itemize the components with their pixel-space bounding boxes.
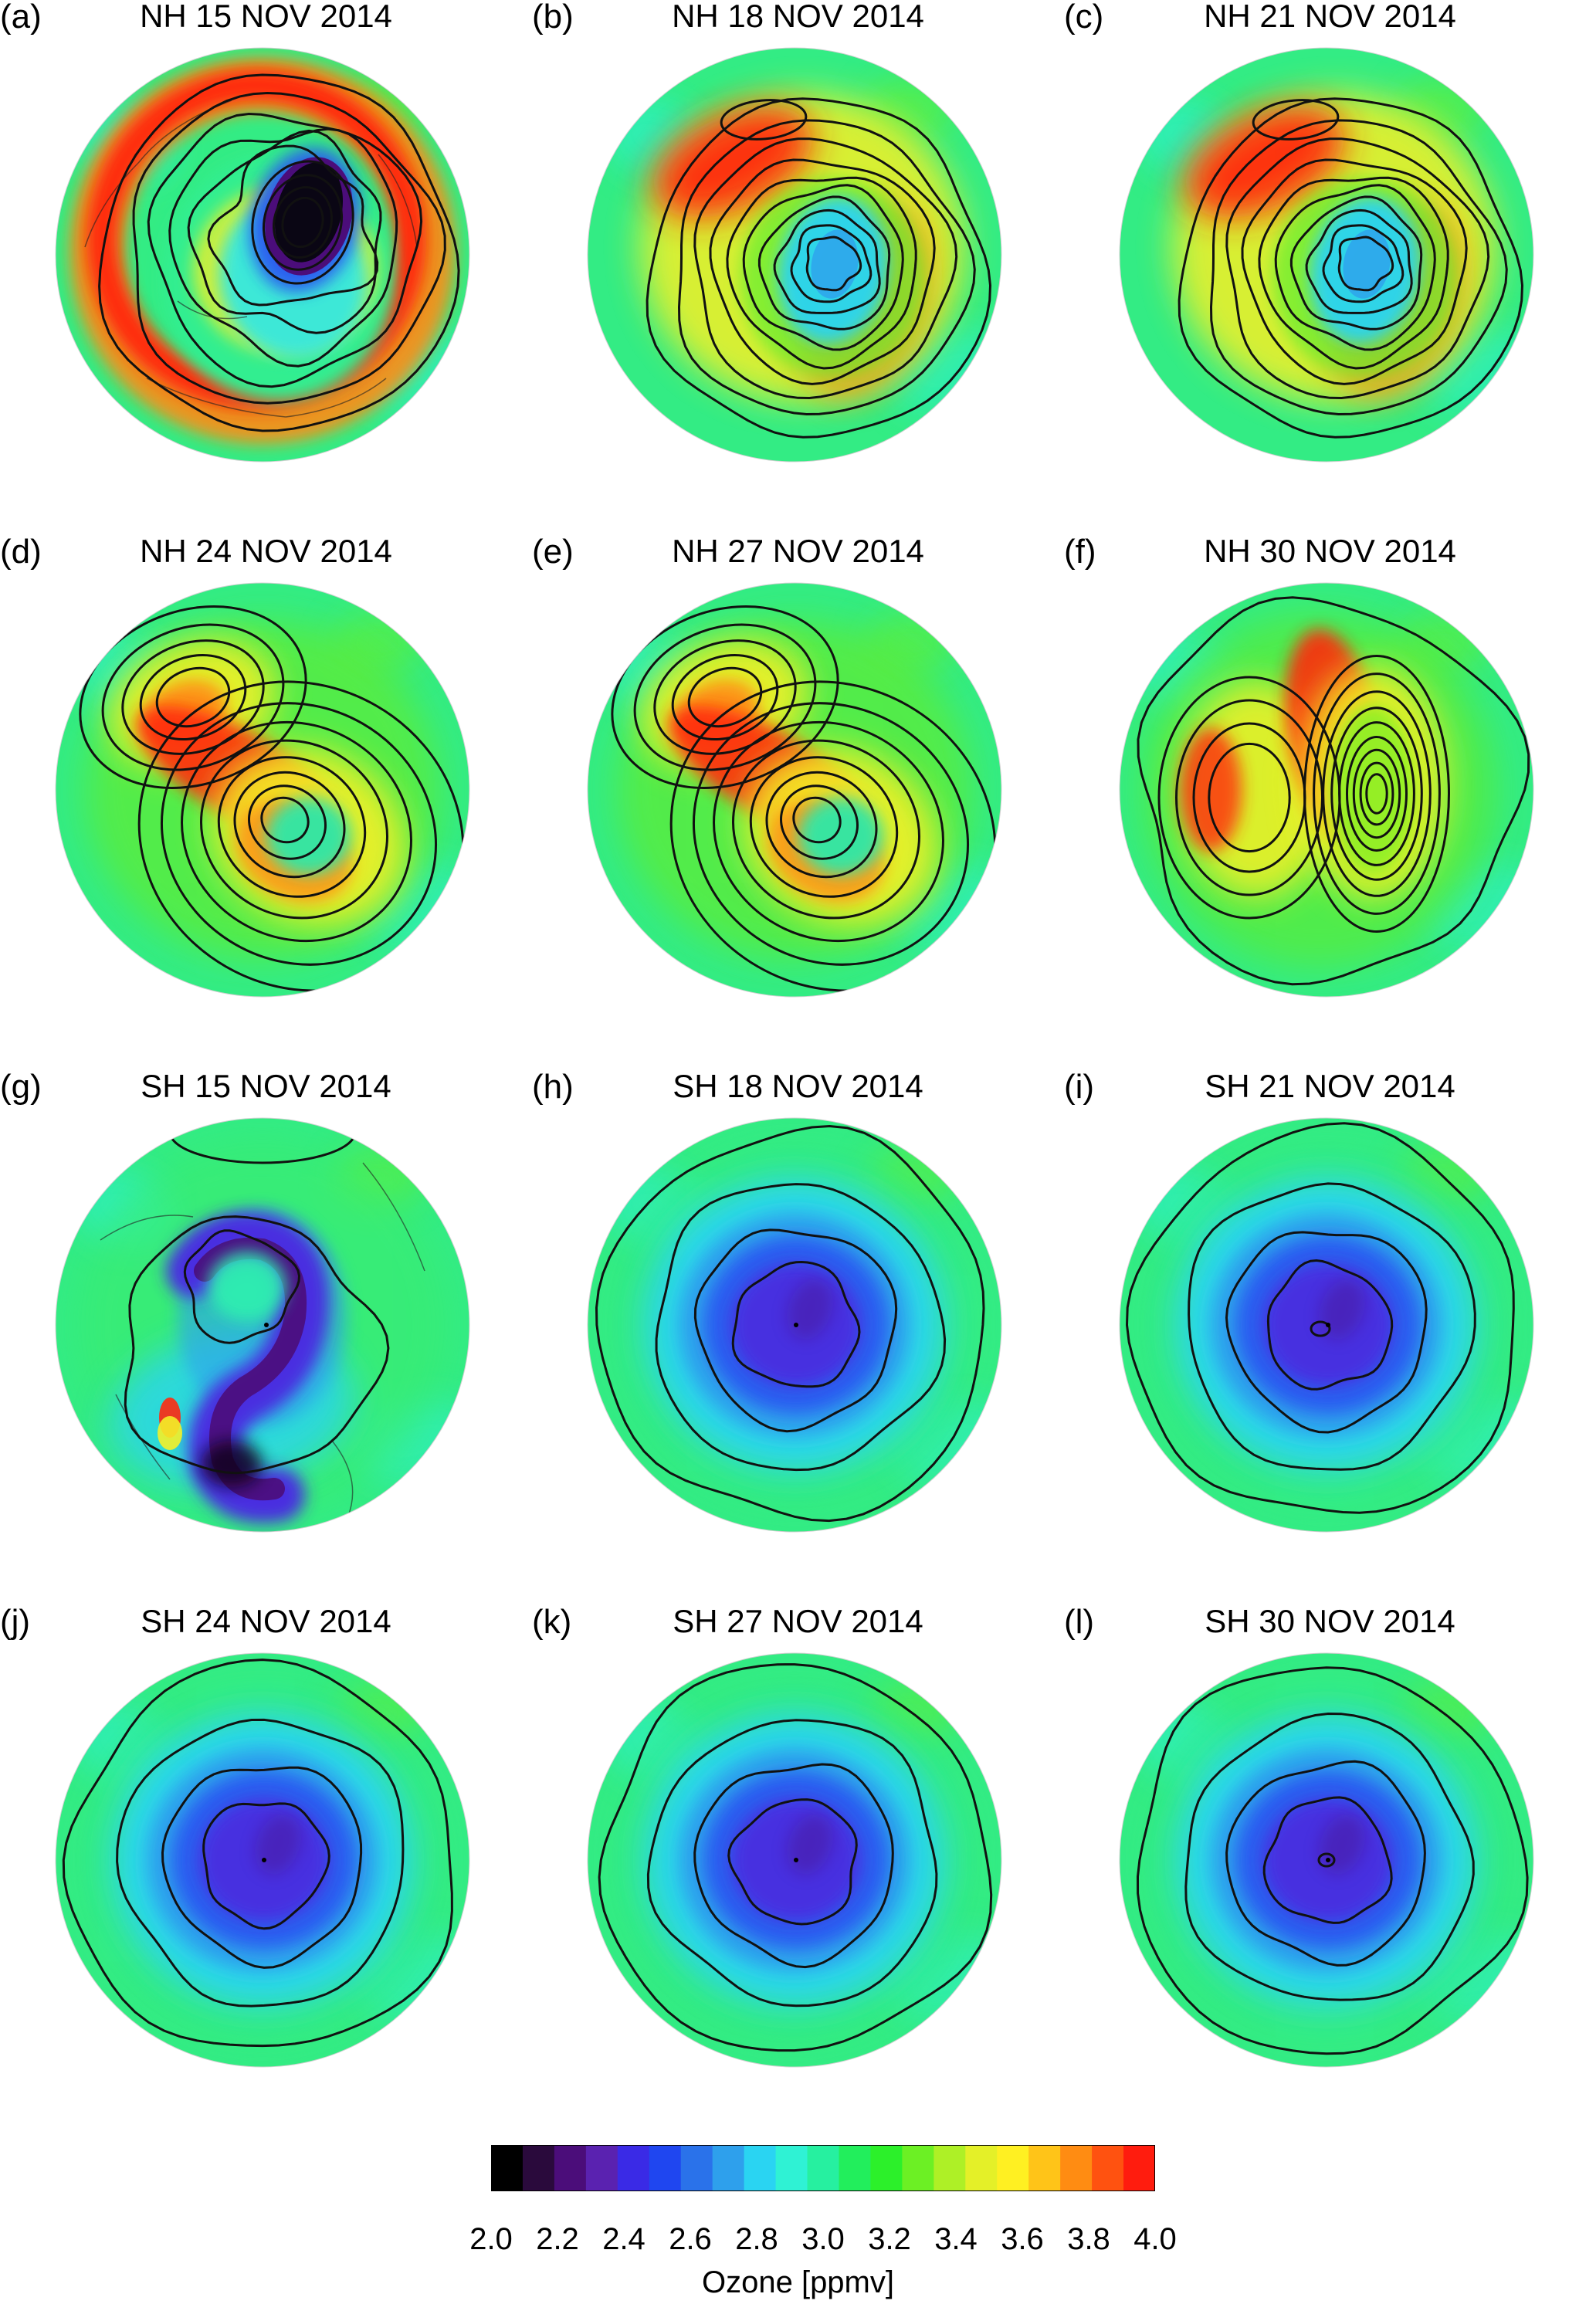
colorbar-swatch (522, 2145, 555, 2191)
map-panel: (a) NH 15 NOV 2014 (0, 0, 532, 535)
panel-title: NH 27 NOV 2014 (672, 533, 924, 569)
colorbar-swatch (775, 2145, 808, 2191)
polar-map (1119, 47, 1534, 462)
colorbar-swatch (807, 2145, 839, 2191)
colorbar-tick-label: 2.2 (536, 2222, 579, 2256)
colorbar-tick-label: 3.4 (934, 2222, 978, 2256)
polar-map (1119, 1117, 1534, 1533)
panel-letter: (c) (1064, 0, 1104, 36)
colorbar-swatch (680, 2145, 713, 2191)
panel-letter: (l) (1064, 1603, 1095, 1641)
panel-title: NH 21 NOV 2014 (1204, 0, 1456, 34)
map-panel: (l) SH 30 NOV 2014 (1064, 1605, 1596, 2140)
colorbar-swatch (712, 2145, 745, 2191)
colorbar-swatch (870, 2145, 903, 2191)
colorbar (491, 2145, 1155, 2191)
colorbar-swatch (1060, 2145, 1093, 2191)
map-panel: (g) SH 15 NOV 2014 (0, 1070, 532, 1605)
panel-title: NH 15 NOV 2014 (140, 0, 392, 34)
colorbar-tick-label: 2.0 (469, 2222, 513, 2256)
colorbar-tick-label: 2.8 (735, 2222, 778, 2256)
panel-title: SH 24 NOV 2014 (141, 1603, 391, 1639)
colorbar-swatch (902, 2145, 934, 2191)
polar-map (55, 1117, 470, 1533)
colorbar-swatch (554, 2145, 587, 2191)
panel-title: SH 30 NOV 2014 (1205, 1603, 1455, 1639)
panel-title: SH 15 NOV 2014 (141, 1068, 391, 1104)
panel-title: NH 18 NOV 2014 (672, 0, 924, 34)
panel-letter: (d) (0, 533, 42, 571)
panel-title: SH 27 NOV 2014 (673, 1603, 923, 1639)
map-panel: (j) SH 24 NOV 2014 (0, 1605, 532, 2140)
colorbar-swatch (649, 2145, 682, 2191)
colorbar-swatch (934, 2145, 966, 2191)
polar-map (55, 582, 470, 998)
colorbar-swatch (617, 2145, 650, 2191)
colorbar-swatch (1123, 2145, 1155, 2191)
colorbar-title: Ozone [ppmv] (701, 2265, 894, 2299)
panel-letter: (j) (0, 1603, 31, 1641)
panel-title: SH 21 NOV 2014 (1205, 1068, 1455, 1104)
polar-map (55, 1652, 470, 2068)
colorbar-tick-label: 2.6 (669, 2222, 712, 2256)
polar-map (55, 47, 470, 462)
colorbar-tick-label: 3.0 (801, 2222, 845, 2256)
map-panel: (i) SH 21 NOV 2014 (1064, 1070, 1596, 1605)
colorbar-tick-label: 3.8 (1067, 2222, 1110, 2256)
map-panel: (k) SH 27 NOV 2014 (532, 1605, 1064, 2140)
colorbar-swatch (744, 2145, 777, 2191)
panel-letter: (k) (532, 1603, 572, 1641)
polar-map (1119, 1652, 1534, 2068)
map-panel: (e) NH 27 NOV 2014 (532, 535, 1064, 1070)
colorbar-swatch (585, 2145, 618, 2191)
colorbar-tick-label: 3.6 (1001, 2222, 1044, 2256)
panel-letter: (h) (532, 1068, 574, 1106)
polar-map (587, 1117, 1002, 1533)
polar-map (587, 47, 1002, 462)
polar-map (587, 1652, 1002, 2068)
colorbar-swatch (965, 2145, 998, 2191)
colorbar-swatch (1092, 2145, 1124, 2191)
panel-title: NH 30 NOV 2014 (1204, 533, 1456, 569)
colorbar-swatch (1028, 2145, 1061, 2191)
map-panel: (f) NH 30 NOV 2014 (1064, 535, 1596, 1070)
map-panel: (c) NH 21 NOV 2014 (1064, 0, 1596, 535)
colorbar-swatch (997, 2145, 1029, 2191)
colorbar-tick-label: 2.4 (602, 2222, 646, 2256)
panel-letter: (f) (1064, 533, 1096, 571)
colorbar-tick-label: 3.2 (868, 2222, 911, 2256)
panel-letter: (e) (532, 533, 574, 571)
colorbar-swatch (839, 2145, 871, 2191)
panel-letter: (g) (0, 1068, 42, 1106)
map-panel: (h) SH 18 NOV 2014 (532, 1070, 1064, 1605)
panel-letter: (a) (0, 0, 42, 36)
colorbar-swatch (491, 2145, 524, 2191)
polar-map (1119, 582, 1534, 998)
polar-map (587, 582, 1002, 998)
panel-letter: (i) (1064, 1068, 1095, 1106)
panel-title: SH 18 NOV 2014 (673, 1068, 923, 1104)
panel-title: NH 24 NOV 2014 (140, 533, 392, 569)
panel-letter: (b) (532, 0, 574, 36)
map-panel: (d) NH 24 NOV 2014 (0, 535, 532, 1070)
colorbar-tick-label: 4.0 (1133, 2222, 1177, 2256)
map-panel: (b) NH 18 NOV 2014 (532, 0, 1064, 535)
